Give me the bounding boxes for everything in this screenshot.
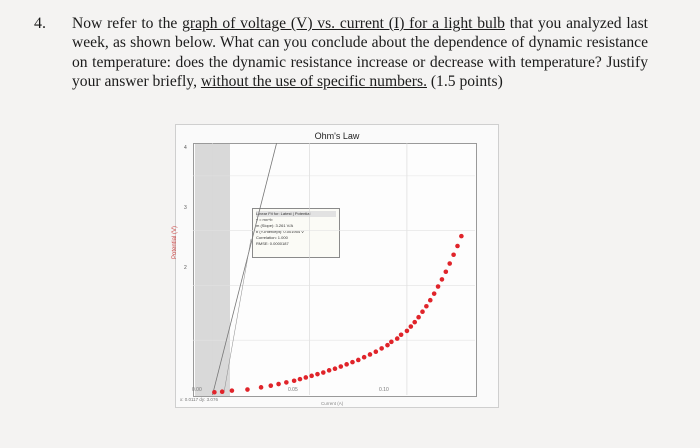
y-tick-label: 3 bbox=[184, 205, 187, 211]
graph-screenshot: Ohm's Law Linear Fit for: Latest | Poten… bbox=[172, 124, 499, 408]
fit-callout-line bbox=[223, 238, 252, 392]
data-point bbox=[439, 277, 445, 282]
question-number: 4. bbox=[34, 15, 46, 32]
data-point bbox=[398, 332, 404, 338]
data-point bbox=[367, 352, 373, 357]
x-tick-label: 0.10 bbox=[379, 387, 389, 393]
data-point bbox=[321, 370, 326, 375]
y-tick-label: 2 bbox=[184, 265, 187, 271]
chart-title: Ohm's Law bbox=[314, 131, 360, 141]
question-text-part-1: Now refer to the bbox=[72, 15, 183, 32]
question-text: Now refer to the graph of voltage (V) vs… bbox=[72, 14, 648, 92]
data-point bbox=[297, 376, 303, 382]
question-underlined-graph: graph of voltage (V) vs. current (I) for… bbox=[182, 15, 505, 32]
data-point bbox=[338, 364, 344, 369]
data-point bbox=[326, 368, 332, 373]
data-point bbox=[245, 387, 250, 392]
x-tick-label: 0.00 bbox=[192, 387, 202, 393]
y-axis-label: Potential (V) bbox=[172, 225, 178, 259]
data-point bbox=[408, 324, 414, 329]
scatter-plot bbox=[193, 143, 475, 395]
data-point bbox=[361, 354, 367, 360]
data-point bbox=[427, 297, 433, 303]
data-point bbox=[451, 252, 456, 258]
data-point bbox=[315, 371, 320, 377]
data-point bbox=[332, 366, 338, 372]
data-point bbox=[309, 373, 314, 379]
question-points: (1.5 points) bbox=[426, 73, 503, 91]
data-point bbox=[447, 261, 453, 266]
data-point bbox=[291, 378, 297, 384]
data-point bbox=[356, 357, 361, 363]
data-point bbox=[379, 346, 384, 351]
data-point bbox=[350, 359, 355, 365]
data-point bbox=[276, 381, 281, 387]
data-point bbox=[455, 243, 460, 249]
data-point bbox=[385, 342, 390, 348]
data-point bbox=[435, 284, 441, 289]
linear-fit-box: Linear Fit for: Latest | Potential y = m… bbox=[252, 208, 340, 258]
data-point bbox=[229, 388, 235, 393]
data-point bbox=[459, 233, 464, 239]
data-point bbox=[212, 389, 217, 395]
status-readout: x: 0.0117 dy: 3.076 bbox=[180, 397, 218, 402]
linear-fit-line bbox=[212, 143, 278, 395]
data-point bbox=[344, 362, 349, 367]
data-point bbox=[219, 389, 225, 395]
fit-rmse: RMSE: 0.0000187 bbox=[256, 241, 289, 246]
data-point bbox=[268, 383, 274, 388]
data-point bbox=[443, 269, 449, 275]
fit-equation: y = mx+b bbox=[256, 217, 273, 222]
x-axis-label: Current (A) bbox=[321, 401, 344, 406]
data-point bbox=[420, 309, 425, 315]
data-point bbox=[389, 339, 394, 345]
data-point bbox=[373, 349, 379, 355]
data-point bbox=[431, 291, 437, 296]
data-point bbox=[416, 314, 421, 320]
question-text-part-3: that you analyzed last week, as shown be… bbox=[72, 15, 648, 91]
data-point bbox=[284, 380, 289, 385]
x-tick-label: 0.05 bbox=[288, 387, 298, 393]
data-point bbox=[394, 336, 400, 341]
data-point bbox=[404, 328, 410, 334]
fit-intercept: b (Y-Intercept): 0.001954 V bbox=[256, 229, 304, 234]
data-point bbox=[412, 319, 418, 325]
fit-title: Linear Fit for: Latest | Potential bbox=[256, 211, 336, 217]
y-tick-label: 4 bbox=[184, 145, 187, 151]
data-point bbox=[303, 375, 309, 380]
question-underlined-instruction: without the use of specific numbers. bbox=[200, 73, 427, 91]
fit-slope: m (Slope): 3.261 V/A bbox=[256, 223, 294, 228]
data-point bbox=[424, 303, 429, 309]
data-point bbox=[258, 385, 264, 390]
fit-correlation: Correlation: 1.000 bbox=[256, 235, 288, 240]
